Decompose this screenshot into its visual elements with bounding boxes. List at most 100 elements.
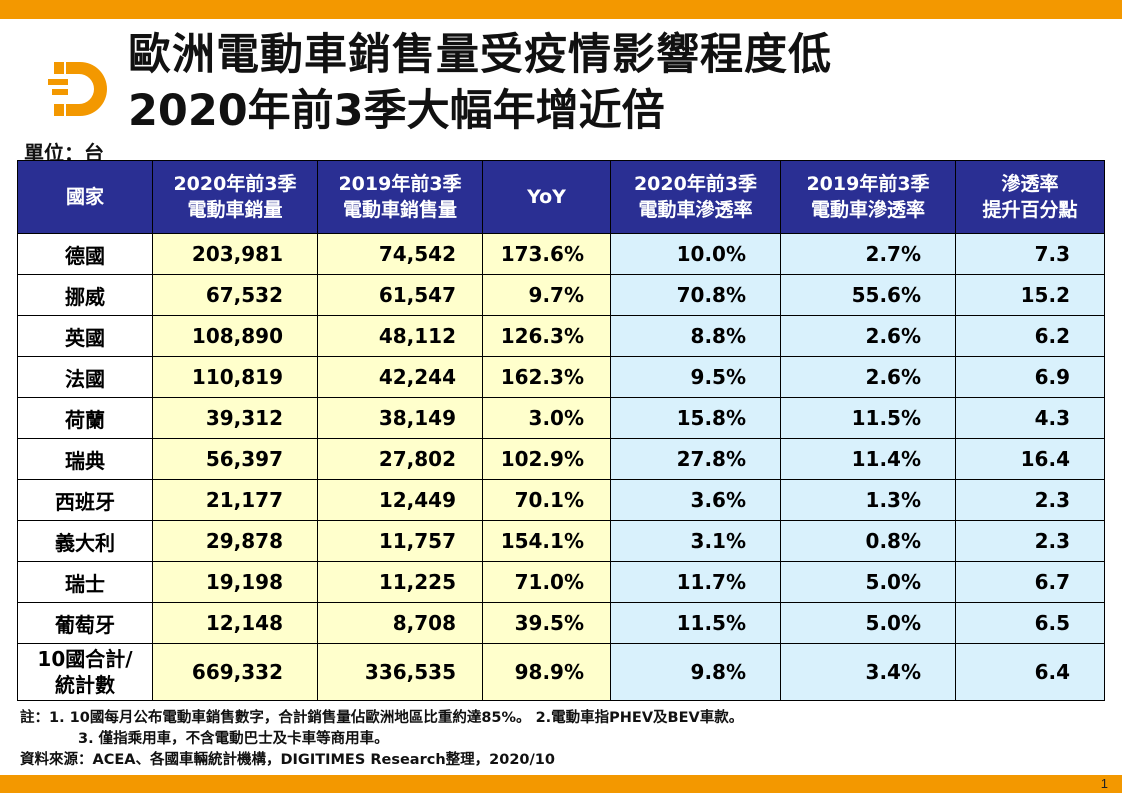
value-cell: 11.7% [610, 561, 781, 603]
value-cell: 126.3% [482, 315, 611, 357]
value-cell: 2.3 [955, 479, 1105, 521]
table-row: 葡萄牙 12,148 8,708 39.5% 11.5% 5.0% 6.5 [17, 602, 1105, 644]
total-value-cell: 336,535 [317, 643, 483, 701]
value-cell: 12,449 [317, 479, 483, 521]
table-row: 挪威 67,532 61,547 9.7% 70.8% 55.6% 15.2 [17, 274, 1105, 316]
column-header-line: 2019年前3季 [338, 173, 462, 195]
table-row: 荷蘭 39,312 38,149 3.0% 15.8% 11.5% 4.3 [17, 397, 1105, 439]
value-cell: 39.5% [482, 602, 611, 644]
column-header-6: 滲透率 提升百分點 [955, 160, 1105, 234]
country-cell: 葡萄牙 [17, 602, 153, 644]
total-label-cell: 10國合計/統計數 [17, 643, 153, 701]
value-cell: 3.0% [482, 397, 611, 439]
table-header-row: 國家 2020年前3季 電動車銷量 2019年前3季 電動車銷售量 YoY 2020年前3季… [17, 160, 1105, 234]
value-cell: 11.5% [610, 602, 781, 644]
footnotes: 註：1. 10國每月公布電動車銷售數字，合計銷售量佔歐洲地區比重約達85%。 2… [20, 708, 743, 771]
value-cell: 0.8% [780, 520, 956, 562]
column-header-3: YoY [482, 160, 611, 234]
column-header-line: 電動車銷售量 [342, 199, 457, 221]
value-cell: 74,542 [317, 233, 483, 275]
table-row: 瑞士 19,198 11,225 71.0% 11.7% 5.0% 6.7 [17, 561, 1105, 603]
value-cell: 16.4 [955, 438, 1105, 480]
column-header-line: 電動車滲透率 [810, 199, 925, 221]
value-cell: 102.9% [482, 438, 611, 480]
value-cell: 4.3 [955, 397, 1105, 439]
value-cell: 21,177 [152, 479, 318, 521]
country-cell: 義大利 [17, 520, 153, 562]
value-cell: 5.0% [780, 602, 956, 644]
ev-sales-table: 國家 2020年前3季 電動車銷量 2019年前3季 電動車銷售量 YoY 2020年前3季… [17, 160, 1105, 701]
country-cell: 法國 [17, 356, 153, 398]
column-header-line: 滲透率 [1001, 173, 1059, 195]
value-cell: 2.6% [780, 315, 956, 357]
title-line-2: 2020年前3季大幅年增近倍 [128, 86, 665, 136]
table-body: 德國 203,981 74,542 173.6% 10.0% 2.7% 7.3 挪威 67,53… [17, 233, 1105, 701]
value-cell: 6.9 [955, 356, 1105, 398]
column-header-line: 2020年前3季 [633, 173, 758, 195]
country-cell: 西班牙 [17, 479, 153, 521]
value-cell: 48,112 [317, 315, 483, 357]
value-cell: 27,802 [317, 438, 483, 480]
value-cell: 2.7% [780, 233, 956, 275]
value-cell: 2.3 [955, 520, 1105, 562]
value-cell: 39,312 [152, 397, 318, 439]
value-cell: 19,198 [152, 561, 318, 603]
value-cell: 55.6% [780, 274, 956, 316]
value-cell: 173.6% [482, 233, 611, 275]
value-cell: 56,397 [152, 438, 318, 480]
country-cell: 德國 [17, 233, 153, 275]
bottom-accent-bar [0, 775, 1122, 793]
value-cell: 6.7 [955, 561, 1105, 603]
column-header-line: 2019年前3季 [806, 173, 930, 195]
value-cell: 7.3 [955, 233, 1105, 275]
table-row: 瑞典 56,397 27,802 102.9% 27.8% 11.4% 16.4 [17, 438, 1105, 480]
value-cell: 2.6% [780, 356, 956, 398]
table-row: 義大利 29,878 11,757 154.1% 3.1% 0.8% 2.3 [17, 520, 1105, 562]
column-header-line: 國家 [65, 186, 104, 208]
table-row: 法國 110,819 42,244 162.3% 9.5% 2.6% 6.9 [17, 356, 1105, 398]
value-cell: 70.1% [482, 479, 611, 521]
value-cell: 67,532 [152, 274, 318, 316]
digitimes-logo-icon [48, 62, 107, 116]
total-value-cell: 3.4% [780, 643, 956, 701]
value-cell: 108,890 [152, 315, 318, 357]
value-cell: 42,244 [317, 356, 483, 398]
value-cell: 29,878 [152, 520, 318, 562]
total-value-cell: 669,332 [152, 643, 318, 701]
column-header-line: 2020年前3季 [173, 173, 297, 195]
footnote-line-2: 3. 僅指乘用車，不含電動巴士及卡車等商用車。 [78, 731, 389, 747]
column-header-line: 電動車銷量 [187, 199, 283, 221]
country-cell: 英國 [17, 315, 153, 357]
footnote-line-1: 註：1. 10國每月公布電動車銷售數字，合計銷售量佔歐洲地區比重約達85%。 2… [20, 710, 744, 726]
column-header-1: 2020年前3季 電動車銷量 [152, 160, 318, 234]
value-cell: 5.0% [780, 561, 956, 603]
country-cell: 瑞士 [17, 561, 153, 603]
value-cell: 162.3% [482, 356, 611, 398]
value-cell: 12,148 [152, 602, 318, 644]
column-header-line: 電動車滲透率 [638, 199, 753, 221]
value-cell: 9.7% [482, 274, 611, 316]
table-row: 德國 203,981 74,542 173.6% 10.0% 2.7% 7.3 [17, 233, 1105, 275]
value-cell: 3.1% [610, 520, 781, 562]
column-header-5: 2019年前3季 電動車滲透率 [780, 160, 956, 234]
column-header-line: 提升百分點 [982, 199, 1078, 221]
total-value-cell: 6.4 [955, 643, 1105, 701]
value-cell: 15.2 [955, 274, 1105, 316]
value-cell: 71.0% [482, 561, 611, 603]
column-header-4: 2020年前3季 電動車滲透率 [610, 160, 781, 234]
country-cell: 荷蘭 [17, 397, 153, 439]
total-value-cell: 9.8% [610, 643, 781, 701]
value-cell: 10.0% [610, 233, 781, 275]
page-number: 1 [1100, 776, 1108, 791]
value-cell: 6.5 [955, 602, 1105, 644]
total-row: 10國合計/統計數 669,332 336,535 98.9% 9.8% 3.4% 6.4 [17, 643, 1105, 701]
value-cell: 8,708 [317, 602, 483, 644]
value-cell: 11.4% [780, 438, 956, 480]
table-row: 英國 108,890 48,112 126.3% 8.8% 2.6% 6.2 [17, 315, 1105, 357]
value-cell: 6.2 [955, 315, 1105, 357]
value-cell: 11,225 [317, 561, 483, 603]
value-cell: 203,981 [152, 233, 318, 275]
country-cell: 瑞典 [17, 438, 153, 480]
table-row: 西班牙 21,177 12,449 70.1% 3.6% 1.3% 2.3 [17, 479, 1105, 521]
value-cell: 11,757 [317, 520, 483, 562]
